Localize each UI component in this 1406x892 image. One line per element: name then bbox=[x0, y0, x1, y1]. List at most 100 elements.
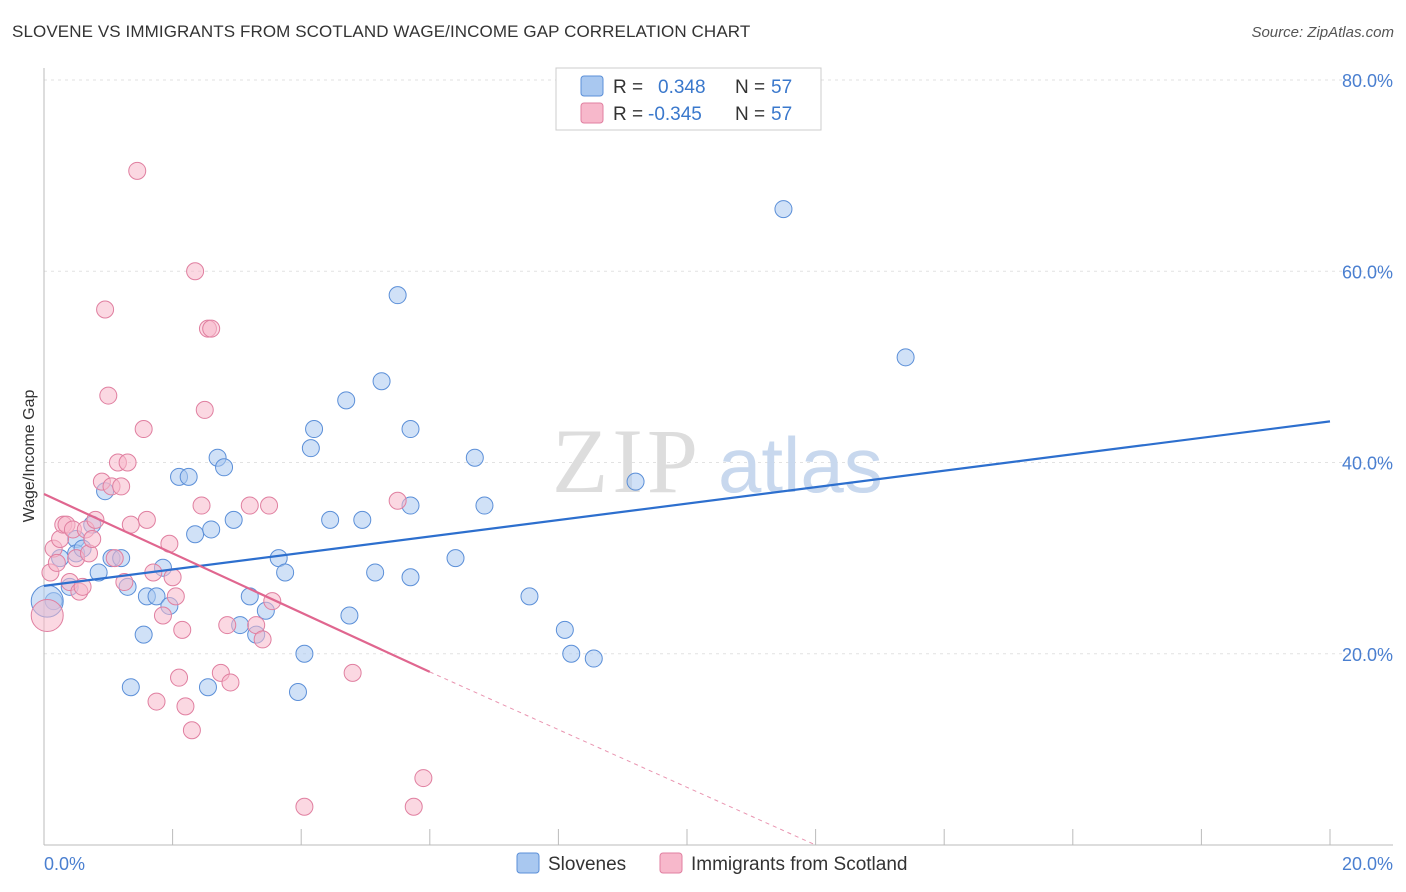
slovenes-trend-line bbox=[43, 420, 1331, 587]
scotland-point bbox=[30, 599, 64, 632]
trend-lines bbox=[43, 420, 1331, 846]
slovenes-point bbox=[186, 525, 205, 544]
slovenes-point bbox=[774, 200, 793, 219]
legend-n-value-1: 57 bbox=[771, 77, 792, 98]
slovenes-point bbox=[366, 563, 385, 582]
legend-swatch-slovenes bbox=[580, 75, 604, 97]
slovenes-point bbox=[353, 510, 372, 529]
scotland-point bbox=[137, 510, 156, 529]
scotland-point bbox=[260, 496, 279, 515]
slovenes-point bbox=[520, 587, 539, 606]
legend-n-value-2: 57 bbox=[771, 104, 792, 125]
slovenes-point bbox=[295, 644, 314, 663]
legend-r-label-2: R = bbox=[613, 104, 643, 125]
scotland-point bbox=[343, 663, 362, 682]
scotland-point bbox=[195, 400, 214, 419]
scotland-point bbox=[295, 797, 314, 816]
scotland-point bbox=[253, 630, 272, 649]
scotland-point bbox=[173, 620, 192, 639]
legend-r-label-1: R = bbox=[613, 77, 643, 98]
slovenes-point bbox=[465, 448, 484, 467]
slovenes-point bbox=[224, 510, 243, 529]
slovenes-point bbox=[276, 563, 295, 582]
scotland-point bbox=[118, 453, 137, 472]
scotland-point bbox=[182, 721, 201, 740]
slovenes-point bbox=[337, 391, 356, 410]
slovenes-point bbox=[198, 678, 217, 697]
bottom-legend-swatch-slovenes bbox=[516, 852, 540, 874]
slovenes-point bbox=[147, 587, 166, 606]
y-tick-label: 60.0% bbox=[1342, 262, 1393, 282]
scotland-point bbox=[163, 568, 182, 587]
stats-legend: R = 0.348 N = 57 R = -0.345 N = 57 bbox=[555, 67, 822, 131]
scotland-point bbox=[105, 549, 124, 568]
scotland-point bbox=[192, 496, 211, 515]
slovenes-point bbox=[584, 649, 603, 668]
slovenes-point bbox=[288, 683, 307, 701]
legend-n-label-2: N = bbox=[735, 104, 765, 125]
scotland-point bbox=[414, 769, 433, 788]
bottom-legend: Slovenes Immigrants from Scotland bbox=[516, 852, 907, 875]
bottom-legend-swatch-scotland bbox=[659, 852, 683, 874]
scotland-point bbox=[218, 616, 237, 635]
scotland-point bbox=[96, 300, 115, 319]
x-tick-label-min: 0.0% bbox=[44, 854, 85, 874]
scotland-point bbox=[388, 491, 407, 510]
slovenes-point bbox=[305, 420, 324, 439]
scotland-point bbox=[166, 587, 185, 606]
chart-title: SLOVENE VS IMMIGRANTS FROM SCOTLAND WAGE… bbox=[12, 22, 751, 41]
scotland-point bbox=[134, 420, 153, 439]
scotland-trend-line bbox=[43, 493, 431, 673]
scotland-point bbox=[147, 692, 166, 711]
scotland-point bbox=[83, 530, 102, 548]
scotland-trend-extension bbox=[429, 671, 816, 846]
slovenes-point bbox=[301, 439, 320, 458]
bottom-legend-scotland: Immigrants from Scotland bbox=[691, 854, 907, 875]
slovenes-point bbox=[401, 568, 420, 587]
scotland-point bbox=[404, 797, 423, 816]
scotland-point bbox=[221, 673, 240, 692]
slovenes-points bbox=[30, 200, 915, 701]
slovenes-point bbox=[446, 549, 465, 568]
y-axis-label: Wage/Income Gap bbox=[21, 390, 38, 523]
slovenes-point bbox=[388, 286, 407, 305]
y-tick-label: 40.0% bbox=[1342, 454, 1393, 474]
scotland-point bbox=[112, 477, 131, 496]
y-tick-label: 80.0% bbox=[1342, 71, 1393, 91]
slovenes-point bbox=[179, 467, 198, 486]
y-tick-labels: 20.0% 40.0% 60.0% 80.0% bbox=[1342, 71, 1393, 665]
slovenes-point bbox=[240, 587, 259, 606]
scotland-point bbox=[128, 161, 147, 180]
scotland-point bbox=[170, 668, 189, 687]
slovenes-point bbox=[626, 472, 645, 491]
y-tick-label: 20.0% bbox=[1342, 645, 1393, 665]
legend-r-value-2: -0.345 bbox=[648, 104, 702, 125]
slovenes-point bbox=[896, 348, 915, 367]
legend-r-value-1: 0.348 bbox=[658, 77, 706, 98]
scotland-point bbox=[47, 553, 66, 572]
slovenes-point bbox=[89, 563, 108, 582]
bottom-legend-slovenes: Slovenes bbox=[548, 854, 626, 875]
scotland-point bbox=[240, 496, 259, 515]
scotland-point bbox=[153, 606, 172, 625]
slovenes-point bbox=[372, 372, 391, 391]
x-ticks bbox=[43, 829, 1331, 845]
slovenes-point bbox=[121, 678, 140, 697]
scotland-point bbox=[176, 697, 195, 716]
grid-lines bbox=[44, 79, 1393, 655]
watermark-atlas: atlas bbox=[718, 421, 883, 509]
slovenes-point bbox=[401, 420, 420, 439]
slovenes-point bbox=[475, 496, 494, 515]
source-label: Source: ZipAtlas.com bbox=[1251, 24, 1394, 41]
slovenes-point bbox=[202, 520, 221, 539]
slovenes-point bbox=[134, 625, 153, 644]
scotland-point bbox=[186, 262, 205, 281]
x-tick-label-max: 20.0% bbox=[1342, 854, 1393, 874]
slovenes-point bbox=[321, 510, 340, 529]
scotland-point bbox=[99, 386, 118, 405]
slovenes-point bbox=[562, 644, 581, 663]
scotland-point bbox=[115, 573, 134, 592]
scotland-point bbox=[202, 319, 221, 338]
watermark-zip: ZIP bbox=[552, 410, 702, 512]
